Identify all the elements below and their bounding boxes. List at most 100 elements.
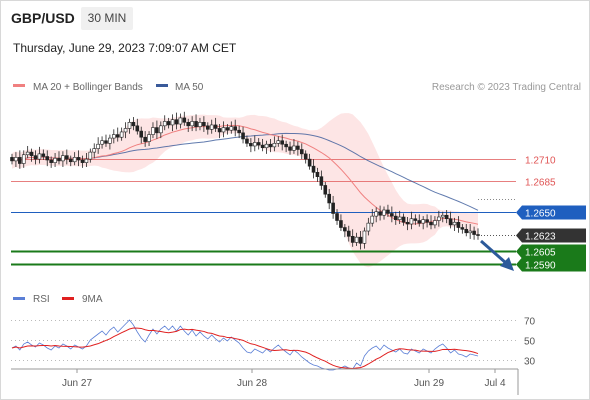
candle-body — [14, 157, 18, 162]
ma50-legend-label: MA 50 — [175, 82, 204, 93]
candle — [221, 121, 226, 138]
candle — [374, 207, 378, 223]
candle — [405, 217, 410, 231]
candle — [162, 115, 167, 131]
candle — [421, 216, 425, 230]
candle — [249, 138, 253, 153]
candle — [382, 206, 386, 220]
candle-body — [335, 213, 339, 221]
candle-body — [288, 146, 292, 151]
candle — [444, 209, 449, 224]
candle — [252, 135, 257, 152]
candle-body — [21, 154, 26, 164]
candle-body — [221, 127, 226, 133]
candle-body — [319, 176, 324, 186]
candle — [241, 126, 245, 144]
candle-body — [72, 157, 77, 163]
candle-body — [229, 126, 234, 131]
x-axis: Jun 27 Jun 28 Jun 29 Jul 4 — [62, 369, 506, 389]
candle — [115, 127, 120, 142]
ma20-legend-swatch — [13, 84, 25, 87]
candle — [127, 118, 132, 134]
arrow-shaft — [480, 239, 507, 265]
candle-body — [296, 145, 300, 150]
rsi-line — [11, 319, 479, 371]
candle-body — [311, 165, 316, 173]
candle-body — [370, 215, 375, 224]
candle-body — [209, 124, 214, 130]
candle — [45, 150, 50, 167]
candle-body — [276, 140, 281, 144]
candle-body — [147, 134, 151, 142]
candle-body — [260, 144, 265, 149]
candle — [245, 135, 249, 147]
candle — [456, 216, 461, 233]
candle-body — [331, 202, 335, 214]
candle-body — [100, 140, 104, 145]
candle — [174, 112, 179, 130]
candle — [393, 211, 398, 225]
candle — [84, 152, 89, 168]
candle-body — [397, 216, 402, 220]
x-label-Jun 27: Jun 27 — [62, 378, 92, 389]
candle — [413, 214, 418, 225]
level-tag-1.2605: 1.2605 — [516, 244, 586, 259]
candle — [358, 231, 363, 250]
forecast-arrow — [480, 239, 514, 271]
candle-body — [339, 220, 343, 228]
candle-body — [437, 216, 441, 221]
rsi-tick-70: 70 — [524, 317, 536, 328]
candle — [331, 195, 335, 219]
candle-body — [272, 143, 277, 148]
candle — [72, 152, 77, 166]
candle-body — [460, 227, 465, 230]
candles — [10, 111, 480, 250]
candle-body — [112, 134, 116, 139]
timeframe-button[interactable]: 30 MIN — [81, 7, 133, 30]
candle-body — [119, 131, 124, 138]
candle — [49, 156, 53, 168]
candle-body — [303, 153, 308, 160]
candle — [194, 114, 198, 132]
candle — [409, 211, 414, 230]
x-label-Jul 4: Jul 4 — [484, 378, 506, 389]
candle-body — [323, 185, 328, 195]
candle — [80, 155, 85, 168]
candle-body — [401, 216, 406, 223]
candle — [10, 153, 14, 165]
candle — [327, 188, 331, 210]
candle-body — [425, 219, 429, 223]
candle-body — [96, 143, 100, 149]
rsi-tick-30: 30 — [524, 357, 536, 368]
candle-body — [307, 158, 312, 167]
candle — [237, 125, 241, 139]
candle-body — [245, 138, 249, 144]
rsi-ma-line — [11, 327, 479, 370]
candle-body — [346, 230, 351, 237]
ma50-line — [11, 132, 479, 211]
level-tag-1.2623: 1.2623 — [516, 228, 586, 243]
candle — [417, 214, 422, 227]
candle — [202, 116, 206, 132]
candle — [25, 145, 30, 159]
candle — [323, 181, 328, 198]
candle — [354, 232, 359, 246]
candle — [268, 138, 273, 153]
candle-body — [299, 149, 304, 155]
candle-body — [440, 214, 445, 218]
candle — [256, 138, 261, 150]
arrow-head — [500, 257, 514, 271]
candle-body — [362, 230, 367, 244]
candle — [378, 205, 382, 221]
candle-body — [159, 125, 163, 134]
candle-body — [53, 157, 57, 163]
candle — [112, 129, 116, 144]
candle — [397, 210, 402, 225]
candle-body — [49, 159, 53, 163]
candle-body — [213, 124, 218, 129]
candle — [339, 214, 343, 232]
candle-body — [433, 220, 437, 226]
candle-body — [358, 236, 363, 244]
candle — [284, 140, 288, 153]
candle-body — [194, 121, 198, 127]
